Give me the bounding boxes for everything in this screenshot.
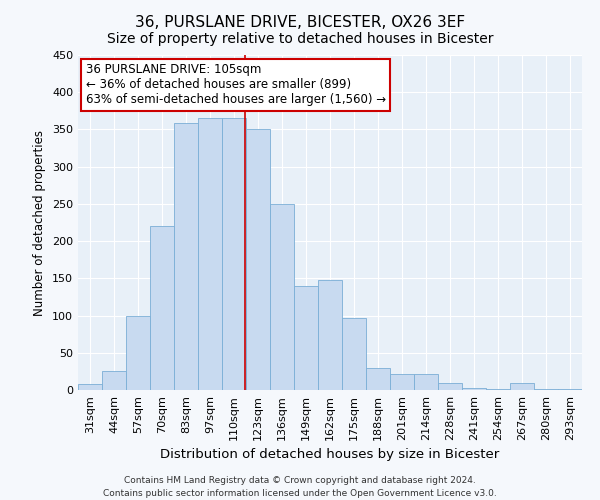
Bar (366, 368, 390, 390)
Text: 36, PURSLANE DRIVE, BICESTER, OX26 3EF: 36, PURSLANE DRIVE, BICESTER, OX26 3EF (135, 15, 465, 30)
Bar (126, 316, 150, 390)
Bar (318, 280, 342, 390)
Bar (558, 388, 582, 390)
Bar (414, 374, 438, 390)
Bar (438, 382, 462, 390)
Bar (102, 372, 126, 390)
Text: 36 PURSLANE DRIVE: 105sqm
← 36% of detached houses are smaller (899)
63% of semi: 36 PURSLANE DRIVE: 105sqm ← 36% of detac… (86, 64, 386, 106)
Bar (534, 388, 558, 390)
Bar (270, 204, 294, 390)
Bar (510, 382, 534, 390)
Bar (294, 286, 318, 390)
Bar (150, 226, 174, 390)
Bar (246, 130, 270, 390)
Text: Contains HM Land Registry data © Crown copyright and database right 2024.
Contai: Contains HM Land Registry data © Crown c… (103, 476, 497, 498)
Bar (78, 384, 102, 390)
Bar (222, 118, 246, 390)
Text: Size of property relative to detached houses in Bicester: Size of property relative to detached ho… (107, 32, 493, 46)
Y-axis label: Number of detached properties: Number of detached properties (34, 130, 46, 316)
Bar (174, 124, 198, 390)
Bar (462, 388, 486, 390)
Bar (198, 118, 222, 390)
Bar (486, 388, 510, 390)
Bar (390, 374, 414, 390)
Bar (342, 318, 366, 390)
X-axis label: Distribution of detached houses by size in Bicester: Distribution of detached houses by size … (160, 448, 500, 462)
